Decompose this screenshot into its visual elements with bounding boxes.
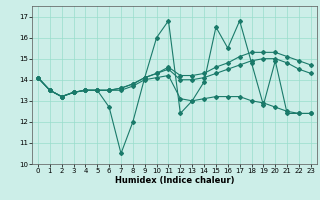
X-axis label: Humidex (Indice chaleur): Humidex (Indice chaleur) xyxy=(115,176,234,185)
